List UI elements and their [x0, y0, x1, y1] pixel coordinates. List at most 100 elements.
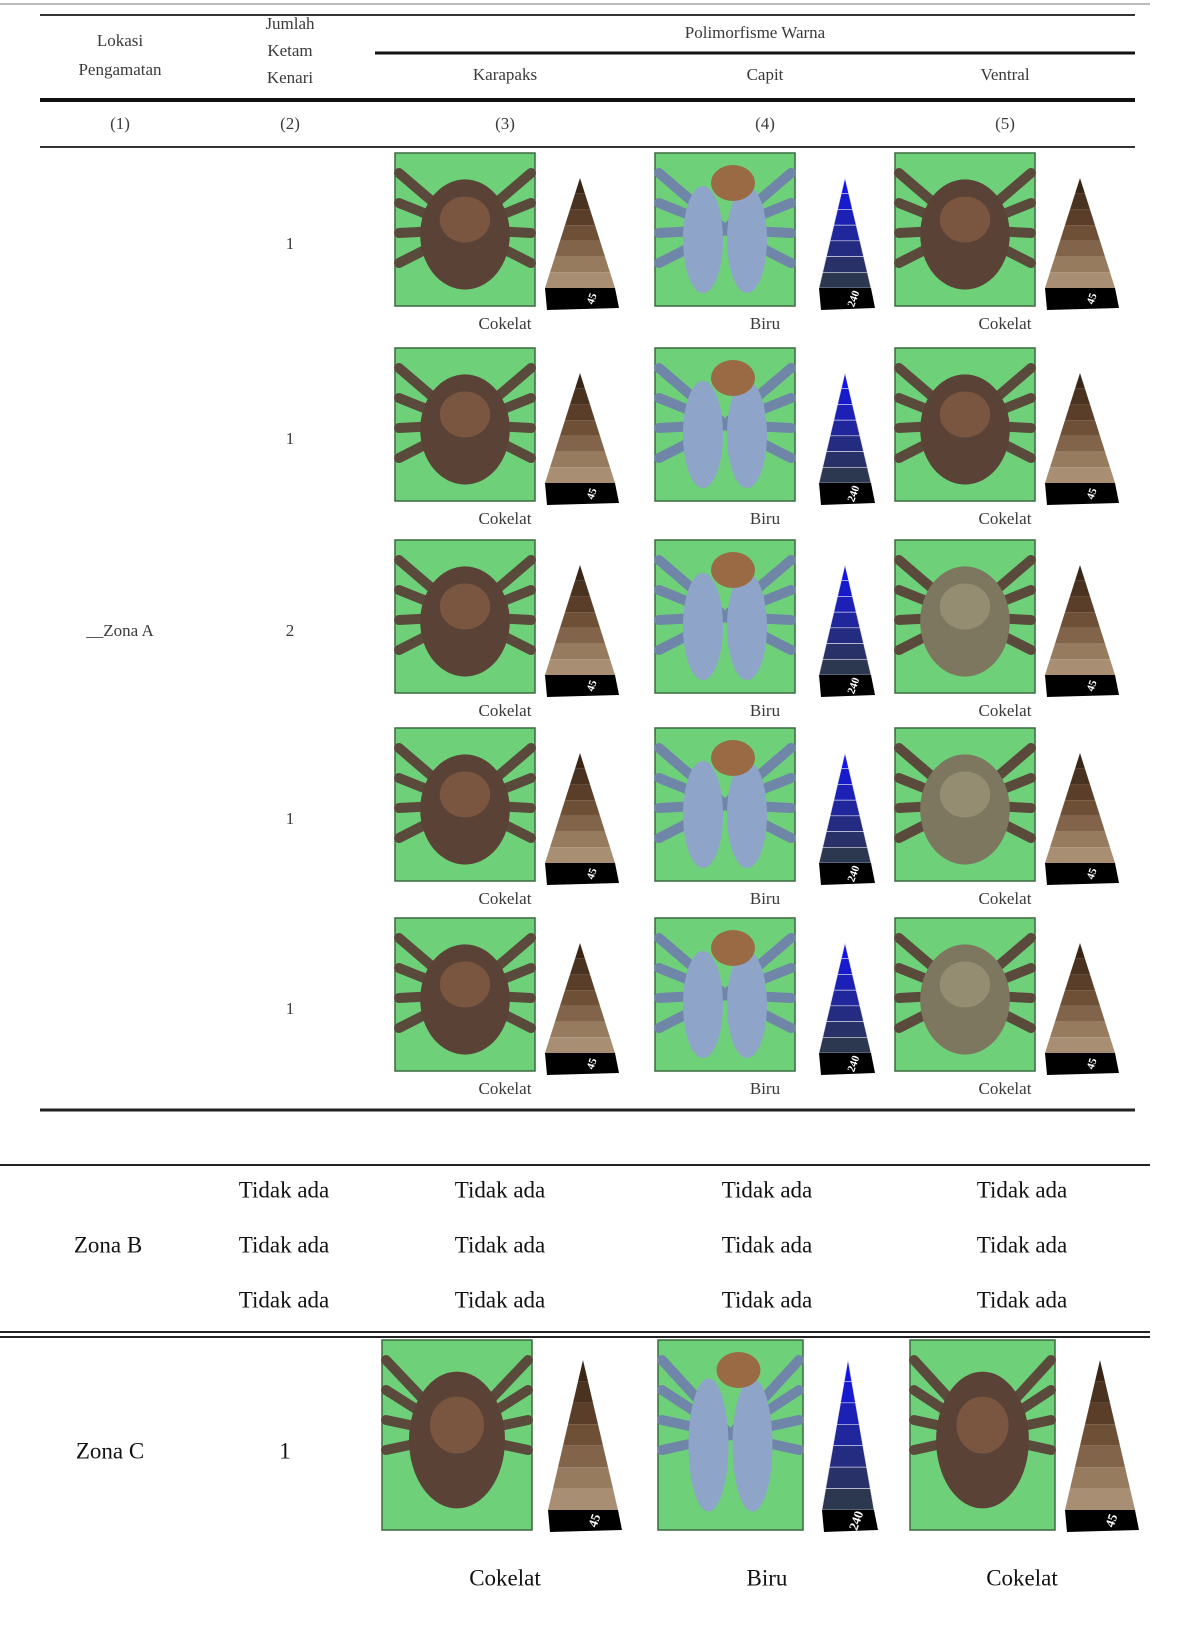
claw-tip — [711, 360, 755, 396]
scale-band — [838, 389, 853, 405]
color-scale: 45 — [1045, 373, 1119, 505]
cell: Tidak ada — [455, 1232, 546, 1257]
color-scale: 240 — [819, 753, 875, 885]
scale-band — [1050, 452, 1110, 468]
scale-band — [575, 753, 585, 769]
scale-band — [830, 990, 860, 1006]
column-number: (5) — [995, 114, 1015, 133]
count: 2 — [286, 621, 295, 640]
scale-band — [834, 784, 856, 800]
crab-photo — [895, 153, 1035, 306]
scale-band — [545, 467, 615, 483]
color-label: Biru — [750, 509, 781, 528]
scale-band — [1075, 1446, 1125, 1467]
crab-photo — [895, 918, 1035, 1071]
scale-band — [548, 1489, 618, 1510]
count: 1 — [286, 429, 295, 448]
crab-photo — [655, 728, 795, 881]
color-scale: 45 — [545, 753, 619, 885]
header-column: Karapaks — [473, 65, 537, 84]
scale-foot — [1045, 288, 1119, 310]
scale-band — [841, 178, 848, 194]
crab-photo — [395, 728, 535, 881]
scale-foot — [1045, 1053, 1119, 1075]
claw — [683, 573, 723, 680]
table: LokasiPengamatanJumlahKetamKenariPolimor… — [0, 0, 1192, 1625]
count: 1 — [286, 809, 295, 828]
scale-band — [1070, 389, 1090, 405]
scale-band — [570, 581, 590, 597]
scale-band — [565, 784, 595, 800]
scale-band — [553, 1467, 613, 1488]
scale-band — [1050, 257, 1110, 273]
scale-band — [826, 1467, 871, 1488]
body-shade — [940, 584, 990, 630]
scale-band — [1055, 816, 1105, 832]
scale-band — [822, 1489, 874, 1510]
scale-band — [834, 596, 856, 612]
claw — [727, 761, 767, 868]
scale-band — [1045, 847, 1115, 863]
scale-band — [555, 241, 605, 257]
color-scale: 45 — [548, 1360, 622, 1532]
scale-band — [560, 990, 600, 1006]
scale-band — [563, 1424, 603, 1445]
crab-photo — [895, 540, 1035, 693]
scale-band — [838, 769, 853, 785]
scale-foot — [545, 1053, 619, 1075]
scale-band — [1060, 612, 1100, 628]
scale-band — [1075, 373, 1085, 389]
claw — [683, 951, 723, 1058]
scale-band — [1070, 769, 1090, 785]
count: Tidak ada — [239, 1232, 330, 1257]
scale-band — [823, 832, 868, 848]
scale-band — [1075, 178, 1085, 194]
scale-foot — [1045, 863, 1119, 885]
scale-band — [1045, 659, 1115, 675]
scale-band — [826, 628, 863, 644]
color-scale: 45 — [545, 565, 619, 697]
cell: Tidak ada — [455, 1177, 546, 1202]
scale-band — [819, 659, 871, 675]
scale-band — [1065, 404, 1095, 420]
column-number: (3) — [495, 114, 515, 133]
claw-tip — [711, 165, 755, 201]
scale-band — [826, 816, 863, 832]
scale-band — [1045, 467, 1115, 483]
scale-band — [841, 753, 848, 769]
scale-band — [833, 1424, 863, 1445]
header-count: Kenari — [267, 68, 314, 87]
crab-photo — [895, 348, 1035, 501]
scale-band — [841, 1381, 856, 1402]
zone-name: Zona C — [76, 1438, 144, 1463]
claw — [683, 761, 723, 868]
color-label: Cokelat — [479, 889, 532, 908]
claw — [683, 186, 723, 293]
scale-band — [1085, 1403, 1115, 1424]
scale-band — [550, 832, 610, 848]
scale-band — [838, 581, 853, 597]
color-scale: 240 — [819, 943, 875, 1075]
crab-photo — [395, 918, 535, 1071]
scale-band — [830, 420, 860, 436]
cell: Tidak ada — [977, 1232, 1068, 1257]
crab-photo — [895, 728, 1035, 881]
scale-band — [550, 644, 610, 660]
scale-band — [1050, 644, 1110, 660]
scale-band — [565, 209, 595, 225]
crab-photo — [655, 918, 795, 1071]
crab-photo — [395, 348, 535, 501]
scale-band — [837, 1403, 859, 1424]
scale-foot — [545, 863, 619, 885]
claw-tip — [711, 930, 755, 966]
color-label: Biru — [750, 314, 781, 333]
scale-band — [555, 628, 605, 644]
crab-photo — [395, 540, 535, 693]
scale-band — [819, 847, 871, 863]
color-label: Cokelat — [986, 1565, 1058, 1590]
color-scale: 45 — [545, 373, 619, 505]
color-scale: 45 — [1065, 1360, 1139, 1532]
scale-band — [841, 943, 848, 959]
scale-band — [844, 1360, 851, 1381]
scale-band — [1045, 1037, 1115, 1053]
